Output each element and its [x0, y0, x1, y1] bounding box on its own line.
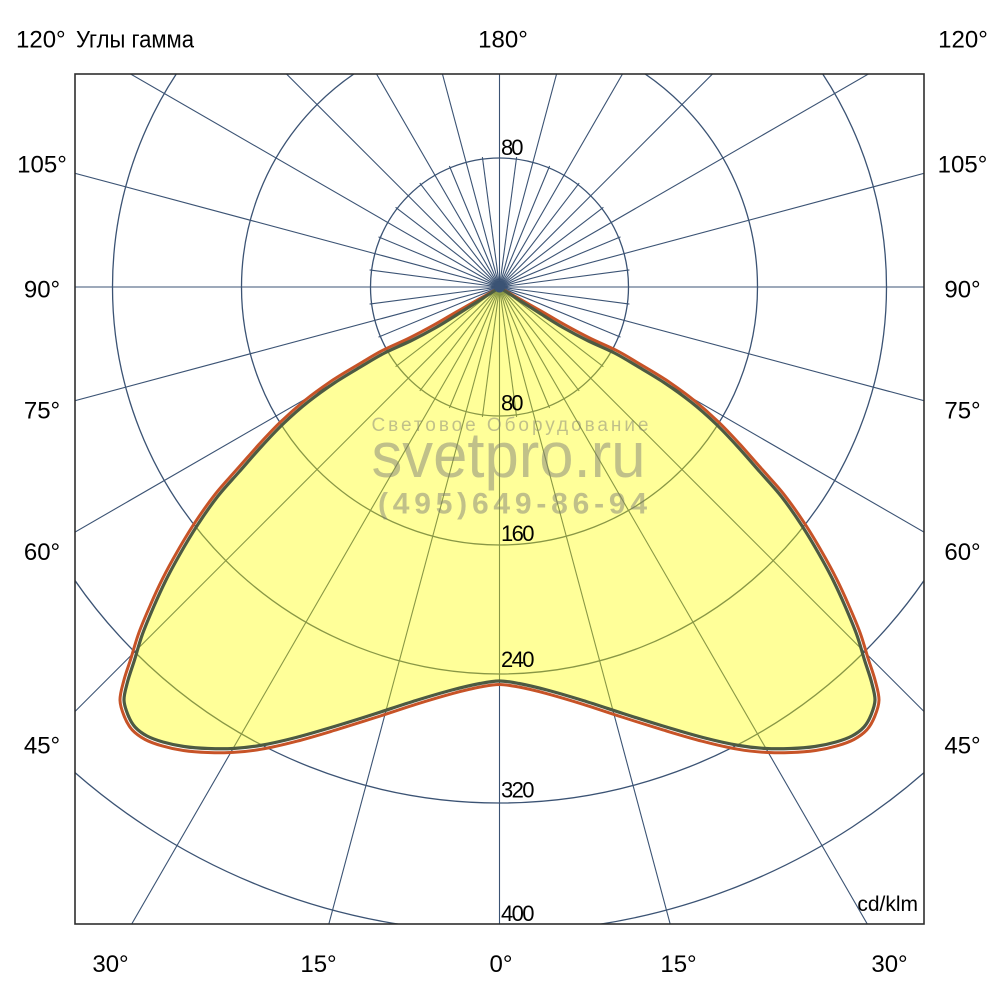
- svg-text:105°: 105°: [938, 152, 988, 179]
- svg-text:240: 240: [501, 647, 535, 672]
- svg-text:Углы гамма: Углы гамма: [76, 27, 195, 54]
- svg-text:45°: 45°: [24, 733, 60, 760]
- svg-text:30°: 30°: [92, 951, 128, 978]
- svg-text:180°: 180°: [478, 27, 528, 54]
- svg-text:30°: 30°: [871, 951, 907, 978]
- svg-text:60°: 60°: [944, 539, 980, 566]
- svg-text:0°: 0°: [490, 951, 513, 978]
- svg-text:105°: 105°: [17, 152, 67, 179]
- svg-text:60°: 60°: [24, 539, 60, 566]
- svg-text:160: 160: [501, 521, 535, 546]
- svg-text:15°: 15°: [300, 951, 336, 978]
- svg-text:75°: 75°: [24, 398, 60, 425]
- svg-text:120°: 120°: [16, 27, 66, 54]
- svg-text:90°: 90°: [944, 277, 980, 304]
- svg-text:45°: 45°: [944, 733, 980, 760]
- svg-text:80: 80: [501, 135, 524, 160]
- svg-text:90°: 90°: [24, 277, 60, 304]
- svg-text:400: 400: [501, 901, 535, 926]
- svg-text:320: 320: [501, 778, 535, 803]
- svg-text:cd/klm: cd/klm: [857, 893, 918, 916]
- svg-text:80: 80: [501, 391, 524, 416]
- svg-text:15°: 15°: [660, 951, 696, 978]
- svg-text:svetpro.ru: svetpro.ru: [372, 419, 646, 491]
- svg-text:120°: 120°: [938, 27, 988, 54]
- svg-text:75°: 75°: [944, 398, 980, 425]
